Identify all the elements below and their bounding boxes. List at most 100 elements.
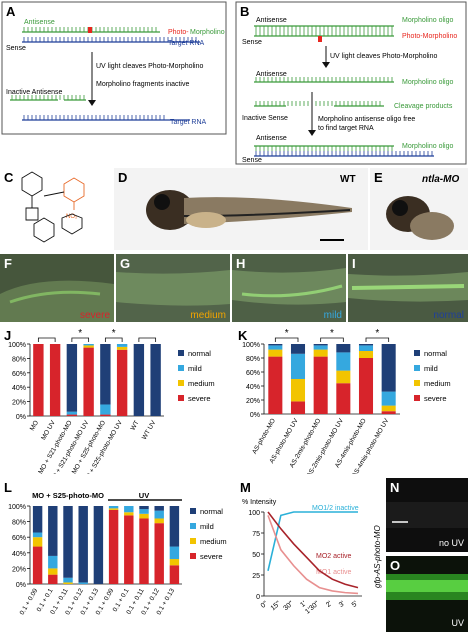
bar-segment-severe [358,358,374,414]
sense-label: Sense [6,45,26,52]
legend-swatch-severe [414,395,420,401]
bar-segment-mild [290,353,306,379]
significance-bracket [104,337,123,342]
bar-segment-severe [48,574,58,584]
nitro-group-label: NO₂ [66,214,78,220]
bar-segment-mild [381,391,396,406]
photocleavable-linker [63,177,85,210]
panel-letter-b: B [240,4,249,19]
legend-swatch-severe [190,553,196,559]
legend-label-mild: mild [188,364,202,373]
panel-d-photo: D WT [114,168,368,250]
y-tick-label: 100% [8,342,26,349]
m-series-line [267,511,358,571]
bar-segment-medium [63,582,73,584]
legend-swatch-medium [178,380,184,386]
panel-no-sidebar: gfp-AS-photo-MO [370,478,384,632]
m-mo2-label: MO2 active [316,553,352,560]
bar-segment-mild [139,509,149,514]
m-inactive-label: MO1/2 inactive [312,505,359,512]
m-x-tick-label: 0'' [260,600,270,610]
bar-segment-normal [381,344,396,392]
legend-swatch-severe [178,395,184,401]
bar-segment-mild [358,345,374,351]
bar-segment-severe [108,509,119,584]
bar-segment-medium [381,405,396,412]
legend-label-severe: severe [200,552,223,561]
b-photo-morpholino-label: Photo-Morpholino [402,33,457,40]
significance-star: * [375,328,379,339]
target-rna-label-2: Target RNA [170,119,207,126]
panel-letter-c: C [4,170,14,185]
y-tick-label: 20% [246,398,260,405]
bar-segment-mild [169,546,180,560]
legend-swatch-mild [178,365,184,371]
phenotype-label-normal: normal [433,310,464,321]
significance-bracket [365,337,390,342]
phenotype-label-mild: mild [324,310,342,321]
panel-k-chart: K 0%20%40%60%80%100%AS-photo-MOAS-photo-… [238,328,451,474]
n-no-uv-label: no UV [439,538,464,548]
m-y-tick-label: 100 [248,510,260,517]
legend-label-mild: mild [424,364,438,373]
y-tick-label: 100% [8,504,26,511]
panel-letter-o: O [390,558,400,573]
legend-swatch-medium [414,380,420,386]
b-morpholino-oligo-label-3: Morpholino oligo [402,143,453,150]
y-tick-label: 0% [16,582,26,589]
legend-swatch-mild [190,523,196,529]
bar-segment-mild [116,344,128,347]
legend-label-medium: medium [200,537,227,546]
legend-label-severe: severe [424,394,447,403]
y-tick-label: 60% [12,535,26,542]
m-y-tick-label: 0 [256,594,260,601]
m-x-tick-label: 30'' [282,600,295,612]
group-label: MO + S25-photo-MO [32,491,104,500]
bar-segment-mild [336,352,351,371]
bar-segment-mild [100,404,111,415]
panel-letter-e: E [374,170,383,185]
b-morpholino-oligo-label-2: Morpholino oligo [402,79,453,86]
phenotype-label-medium: medium [190,310,226,321]
bar-segment-mild [63,577,73,583]
bar-segment-normal [150,344,161,416]
m-ylabel: % Intensity [242,499,277,506]
bar-segment-severe [290,401,306,414]
bar-segment-severe [336,383,351,414]
panel-letter-i: I [352,256,356,271]
y-tick-label: 60% [12,371,26,378]
panel-n-photo: N no UV [386,478,468,552]
significance-star: * [330,328,334,339]
bar-segment-severe [116,349,128,416]
panel-letter-d: D [118,170,127,185]
panel-c-structure: C NO₂ [4,170,85,243]
bar-segment-medium [139,513,149,519]
significance-star: * [112,328,116,339]
m-x-tick-label: 1' [299,600,308,609]
panel-f-photo: F severe [0,254,114,322]
bar-segment-normal [358,344,374,346]
photo-label: Photo- [168,29,189,36]
target-strand-bottom [22,115,190,121]
bar-segment-normal [290,344,306,354]
bar-segment-normal [100,344,111,405]
b-antisense-label: Antisense [256,17,287,24]
bar-segment-severe [66,414,78,416]
panel-o-photo: O UV [386,556,468,632]
bar-segment-medium [108,508,119,510]
bar-segment-severe [169,565,180,584]
legend-label-normal: normal [424,349,447,358]
bar-segment-medium [336,370,351,384]
legend-label-mild: mild [200,522,214,531]
wt-label: WT [340,174,356,185]
legend-label-normal: normal [200,507,223,516]
bar-segment-normal [93,506,104,584]
bar-segment-mild [66,411,78,415]
legend-label-medium: medium [188,379,215,388]
phenotype-label-severe: severe [80,310,110,321]
panel-g-photo: G medium [116,254,230,322]
uv-cleaves-label: UV light cleaves Photo-Morpholino [96,63,203,70]
wt-embryo [146,190,352,230]
fragment-strands [10,95,86,101]
significance-bracket [320,337,344,342]
